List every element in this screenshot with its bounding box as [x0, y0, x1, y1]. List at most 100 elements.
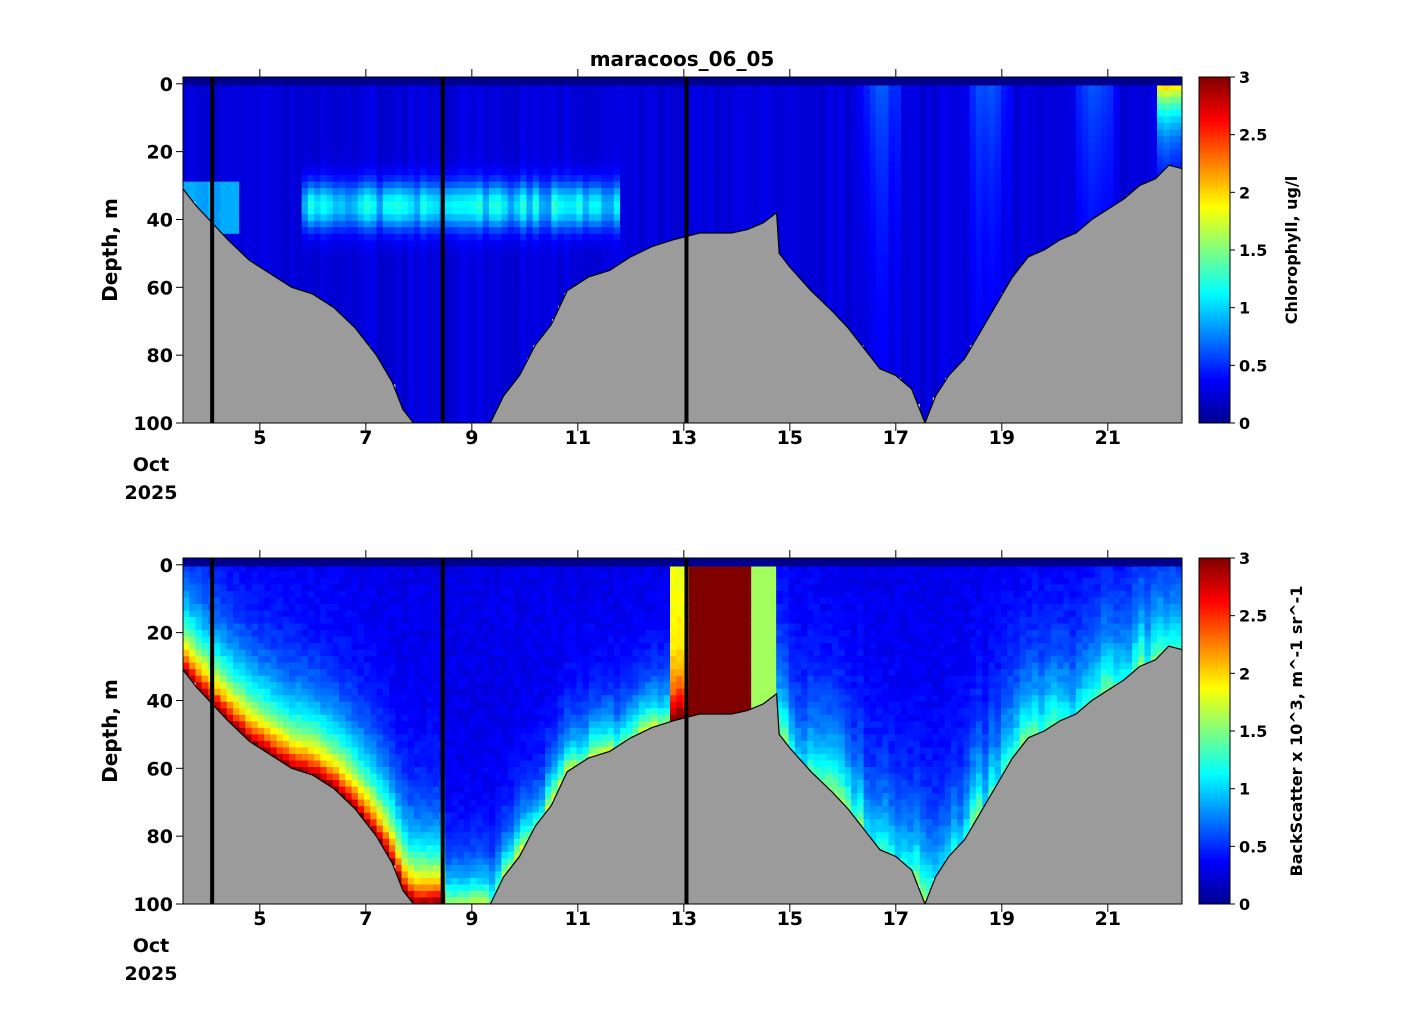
heatmap-cell: [513, 149, 521, 157]
heatmap-cell: [919, 279, 927, 287]
heatmap-cell: [183, 109, 190, 118]
heatmap-cell: [944, 312, 952, 320]
heatmap-cell: [769, 149, 777, 157]
heatmap-cell: [863, 325, 871, 333]
heatmap-cell: [657, 181, 665, 189]
heatmap-cell: [476, 201, 484, 209]
heatmap-cell: [520, 246, 528, 254]
heatmap-cell: [183, 175, 190, 183]
heatmap-cell: [401, 214, 409, 222]
heatmap-cell: [526, 292, 534, 300]
heatmap-cell: [389, 259, 396, 268]
heatmap-cell: [944, 279, 952, 287]
heatmap-cell: [1063, 155, 1071, 163]
heatmap-cell: [1000, 272, 1008, 281]
heatmap-cell: [501, 129, 509, 137]
heatmap-cell: [451, 122, 459, 131]
heatmap-cell: [239, 116, 247, 124]
heatmap-cell: [1019, 168, 1027, 176]
heatmap-cell: [526, 122, 534, 131]
heatmap-cell: [926, 318, 933, 326]
heatmap-cell: [944, 90, 952, 98]
heatmap-cell: [463, 331, 471, 339]
heatmap-cell: [1000, 155, 1008, 163]
heatmap-cell: [1069, 83, 1077, 91]
heatmap-cell: [1007, 201, 1015, 209]
heatmap-cell: [295, 135, 303, 144]
heatmap-cell: [801, 129, 808, 137]
heatmap-cell: [476, 207, 484, 215]
heatmap-cell: [1019, 175, 1027, 183]
heatmap-cell: [1019, 227, 1027, 235]
heatmap-cell: [963, 331, 971, 339]
heatmap-cell: [532, 325, 540, 333]
heatmap-cell: [844, 90, 852, 98]
heatmap-cell: [339, 135, 346, 144]
heatmap-cell: [470, 396, 478, 405]
heatmap-cell: [445, 83, 453, 91]
heatmap-cell: [788, 116, 796, 124]
heatmap-cell: [1019, 220, 1027, 228]
heatmap-cell: [957, 357, 965, 365]
heatmap-cell: [919, 403, 927, 411]
heatmap-cell: [582, 122, 590, 131]
heatmap-cell: [520, 109, 528, 118]
heatmap-cell: [482, 201, 490, 209]
heatmap-cell: [451, 383, 459, 391]
heatmap-cell: [869, 272, 877, 281]
heatmap-cell: [907, 357, 915, 365]
heatmap-cell: [907, 201, 915, 209]
heatmap-cell: [382, 364, 390, 372]
heatmap-cell: [364, 194, 371, 202]
heatmap-cell: [726, 135, 734, 144]
heatmap-cell: [782, 162, 790, 170]
heatmap-cell: [595, 194, 602, 202]
heatmap-cell: [488, 318, 496, 326]
heatmap-cell: [420, 312, 428, 320]
heatmap-cell: [913, 135, 921, 144]
heatmap-cell: [1032, 103, 1039, 111]
heatmap-cell: [195, 168, 203, 176]
heatmap-cell: [676, 83, 684, 91]
heatmap-cell: [801, 155, 808, 163]
heatmap-cell: [339, 168, 346, 176]
heatmap-cell: [507, 168, 515, 176]
heatmap-cell: [445, 312, 453, 320]
heatmap-cell: [232, 181, 240, 189]
heatmap-cell: [932, 122, 940, 131]
heatmap-cell: [988, 149, 996, 157]
heatmap-cell: [495, 338, 503, 346]
heatmap-cell: [794, 135, 802, 144]
heatmap-cell: [944, 116, 952, 124]
heatmap-cell: [938, 90, 946, 98]
heatmap-cell: [470, 279, 478, 287]
heatmap-cell: [857, 259, 865, 268]
heatmap-cell: [339, 214, 346, 222]
heatmap-cell: [894, 109, 902, 118]
heatmap-cell: [676, 135, 684, 144]
heatmap-cell: [969, 149, 977, 157]
heatmap-cell: [719, 116, 727, 124]
heatmap-cell: [482, 129, 490, 137]
heatmap-cell: [645, 162, 652, 170]
heatmap-cell: [950, 168, 958, 176]
heatmap-cell: [869, 109, 877, 118]
heatmap-cell: [938, 129, 946, 137]
heatmap-cell: [607, 103, 615, 111]
heatmap-cell: [426, 364, 434, 372]
heatmap-cell: [501, 259, 509, 268]
heatmap-cell: [389, 168, 396, 176]
heatmap-cell: [307, 259, 315, 268]
heatmap-cell: [257, 233, 265, 241]
heatmap-cell: [345, 246, 353, 254]
heatmap-cell: [289, 83, 296, 91]
heatmap-cell: [445, 175, 453, 183]
heatmap-cell: [488, 266, 496, 274]
heatmap-cell: [588, 149, 596, 157]
heatmap-cell: [907, 103, 915, 111]
heatmap-cell: [694, 194, 702, 202]
heatmap-cell: [1057, 227, 1064, 235]
heatmap-cell: [582, 201, 590, 209]
heatmap-cell: [776, 162, 783, 170]
heatmap-cell: [451, 227, 459, 235]
